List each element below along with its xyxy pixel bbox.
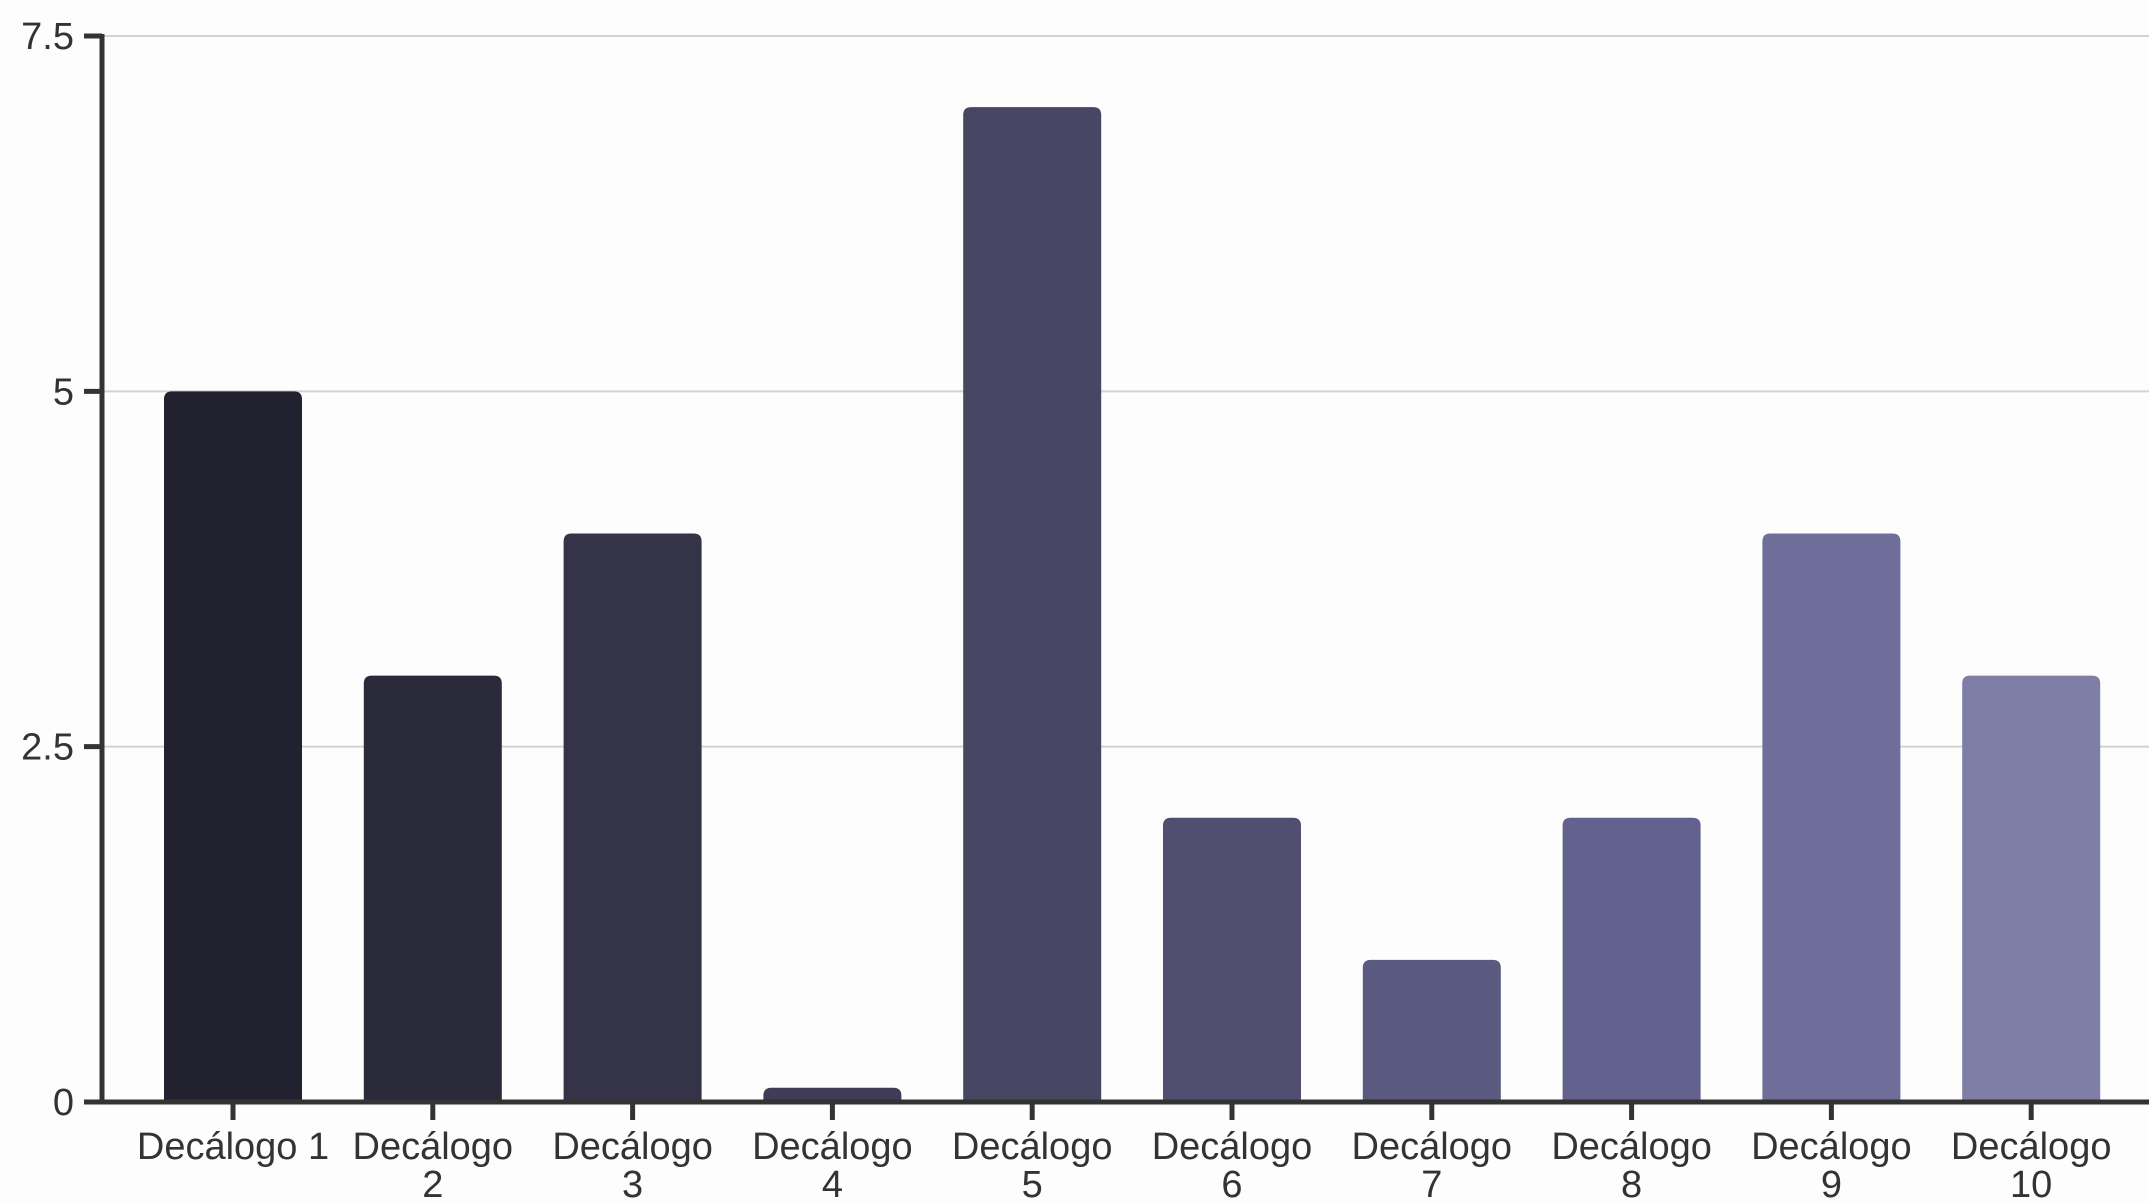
x-tick-label-2: Decálogo 2: [353, 1126, 514, 1202]
bar-10: [1962, 675, 2101, 1102]
bar-8: [1562, 817, 1701, 1102]
x-tick-label-line: Decálogo: [1352, 1126, 1513, 1168]
x-tick-label-line: Decálogo: [752, 1126, 913, 1168]
x-tick-label-line: Decálogo: [952, 1126, 1113, 1168]
x-tick-label-line: Decálogo: [552, 1126, 713, 1168]
x-tick-label-9: Decálogo 9: [1751, 1126, 1912, 1202]
x-tick-label-line: 3: [622, 1164, 643, 1202]
bar-5: [963, 107, 1102, 1103]
x-tick-label-line: Decálogo: [1751, 1126, 1912, 1168]
y-tick-label-1: 2.5: [21, 727, 74, 769]
x-tick-label-10: Decálogo 10: [1951, 1126, 2112, 1202]
y-tick-label-0: 0: [53, 1082, 74, 1124]
x-tick-label-4: Decálogo 4: [752, 1126, 913, 1202]
x-tick-label-line: Decálogo: [1951, 1126, 2112, 1168]
bar-9: [1762, 533, 1901, 1102]
x-tick-label-3: Decálogo 3: [552, 1126, 713, 1202]
x-tick-label-line: Decálogo 1: [137, 1126, 329, 1168]
x-tick-label-line: 7: [1421, 1164, 1442, 1202]
y-axis-ticks: 0 2.5 5 7.5: [21, 16, 102, 1124]
x-tick-label-line: Decálogo: [1551, 1126, 1712, 1168]
y-tick-label-2: 5: [53, 371, 74, 413]
y-tick-label-3: 7.5: [21, 16, 74, 58]
x-tick-label-line: 2: [422, 1164, 443, 1202]
x-tick-label-line: 5: [1022, 1164, 1043, 1202]
x-tick-label-line: 6: [1221, 1164, 1242, 1202]
bar-2: [363, 675, 502, 1102]
x-tick-label-5: Decálogo 5: [952, 1126, 1113, 1202]
x-tick-label-line: Decálogo: [1152, 1126, 1313, 1168]
axes: [84, 34, 2149, 1105]
x-tick-label-1: Decálogo 1: [137, 1126, 329, 1168]
x-tick-label-line: Decálogo: [353, 1126, 514, 1168]
bar-7: [1362, 959, 1501, 1102]
bar-1: [164, 391, 302, 1102]
bars: [164, 107, 2101, 1103]
bar-6: [1163, 817, 1301, 1102]
x-tick-label-7: Decálogo 7: [1352, 1126, 1513, 1202]
x-tick-label-line: 4: [822, 1164, 843, 1202]
x-tick-label-6: Decálogo 6: [1152, 1126, 1313, 1202]
x-tick-label-line: 9: [1821, 1164, 1842, 1202]
x-tick-label-8: Decálogo 8: [1551, 1126, 1712, 1202]
x-tick-label-line: 10: [2010, 1164, 2052, 1202]
x-tick-label-line: 8: [1621, 1164, 1642, 1202]
bar-3: [563, 533, 702, 1102]
bar-4: [763, 1087, 902, 1102]
